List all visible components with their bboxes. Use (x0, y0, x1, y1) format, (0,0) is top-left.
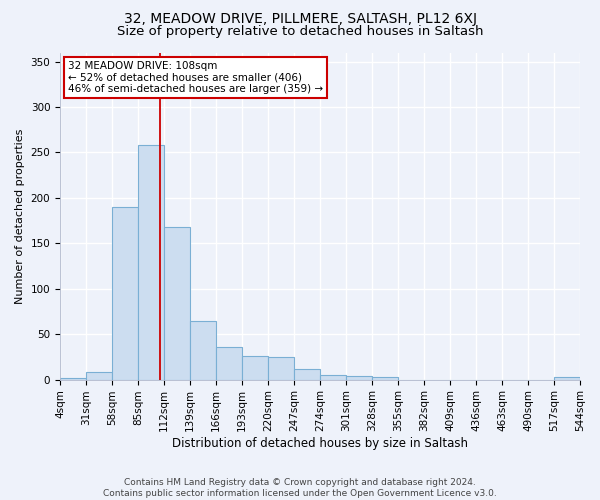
Bar (372, 377, 398, 380)
Bar (112, 207, 138, 380)
Bar (216, 347, 242, 380)
Bar (138, 145, 164, 380)
Bar (86, 372, 112, 380)
Text: Contains HM Land Registry data © Crown copyright and database right 2024.
Contai: Contains HM Land Registry data © Crown c… (103, 478, 497, 498)
Bar (346, 376, 372, 380)
Text: 32, MEADOW DRIVE, PILLMERE, SALTASH, PL12 6XJ: 32, MEADOW DRIVE, PILLMERE, SALTASH, PL1… (124, 12, 476, 26)
Bar (60, 378, 86, 380)
Bar (190, 320, 216, 380)
Bar (242, 356, 268, 380)
Bar (268, 357, 294, 380)
Text: Size of property relative to detached houses in Saltash: Size of property relative to detached ho… (117, 25, 483, 38)
Bar (294, 368, 320, 380)
Bar (164, 227, 190, 380)
X-axis label: Distribution of detached houses by size in Saltash: Distribution of detached houses by size … (172, 437, 468, 450)
Bar (554, 377, 580, 380)
Bar (320, 375, 346, 380)
Text: 32 MEADOW DRIVE: 108sqm
← 52% of detached houses are smaller (406)
46% of semi-d: 32 MEADOW DRIVE: 108sqm ← 52% of detache… (68, 60, 323, 94)
Y-axis label: Number of detached properties: Number of detached properties (15, 128, 25, 304)
